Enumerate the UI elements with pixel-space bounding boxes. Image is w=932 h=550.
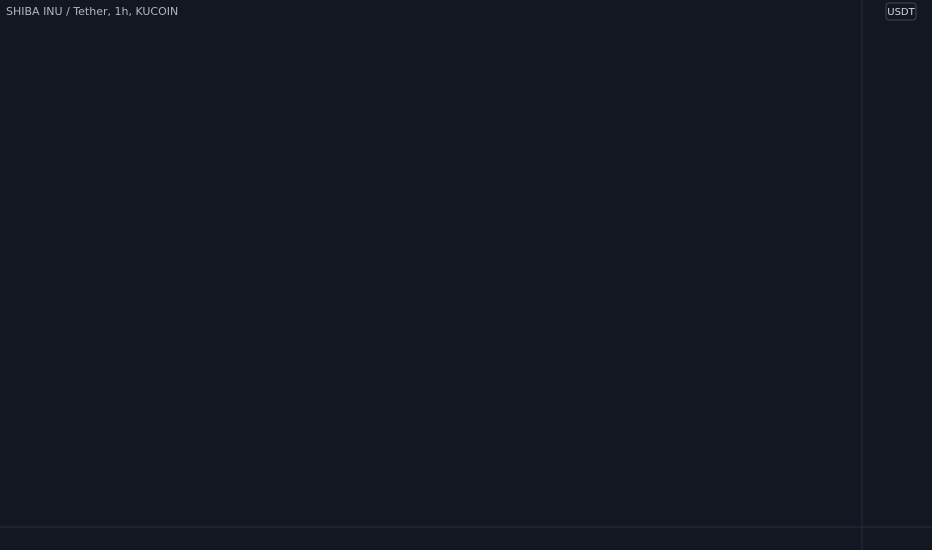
currency-button-label[interactable]: USDT (887, 7, 915, 18)
currency-button[interactable] (885, 2, 917, 21)
chart-title: SHIBA INU / Tether, 1h, KUCOIN (6, 5, 178, 18)
